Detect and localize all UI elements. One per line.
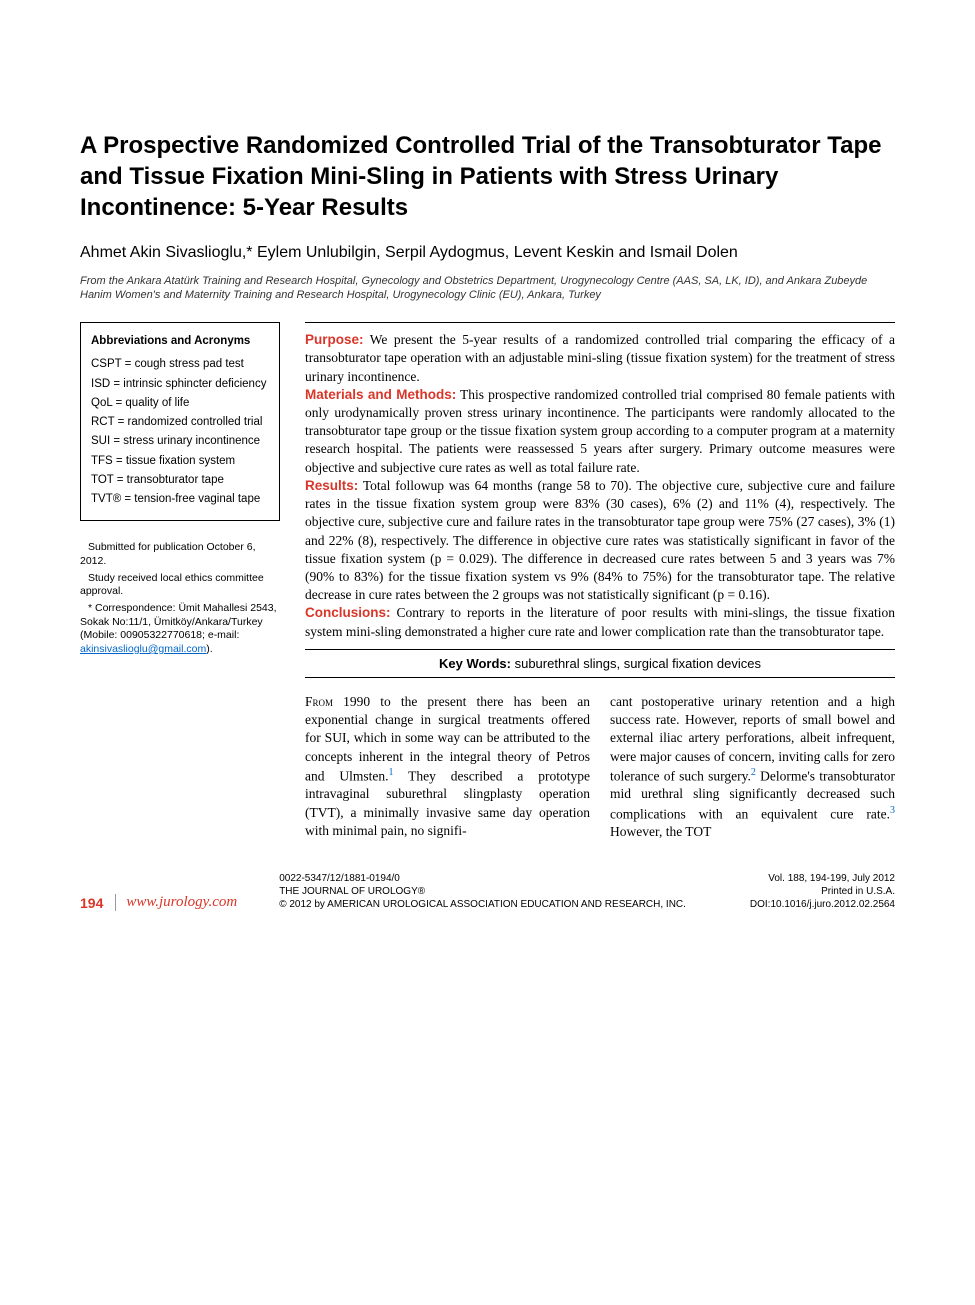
content-column: Purpose: We present the 5-year results o… bbox=[305, 322, 895, 841]
abbrev-item: QoL = quality of life bbox=[91, 395, 269, 412]
conclusions-text: Contrary to reports in the literature of… bbox=[305, 605, 895, 638]
col2-end: However, the TOT bbox=[610, 824, 711, 839]
footnote-submitted: Submitted for publication October 6, 201… bbox=[80, 541, 280, 568]
footnote-ethics: Study received local ethics committee ap… bbox=[80, 572, 280, 599]
corr-close: ). bbox=[206, 643, 212, 655]
page-footer: 194 www.jurology.com 0022-5347/12/1881-0… bbox=[80, 872, 895, 911]
footnotes: Submitted for publication October 6, 201… bbox=[80, 536, 280, 656]
footer-center: 0022-5347/12/1881-0194/0 THE JOURNAL OF … bbox=[249, 872, 738, 911]
purpose-text: We present the 5-year results of a rando… bbox=[305, 332, 895, 383]
abbrev-item: TVT® = tension-free vaginal tape bbox=[91, 491, 269, 508]
body-col-2: cant postoperative urinary retention and… bbox=[610, 693, 895, 842]
authors: Ahmet Akin Sivaslioglu,* Eylem Unlubilgi… bbox=[80, 244, 895, 262]
abbrev-item: RCT = randomized controlled trial bbox=[91, 414, 269, 431]
journal-name: THE JOURNAL OF UROLOGY® bbox=[279, 885, 738, 898]
keywords-label: Key Words: bbox=[439, 656, 511, 671]
body-col-1: From 1990 to the present there has been … bbox=[305, 693, 590, 842]
page-number: 194 bbox=[80, 895, 103, 911]
abbrev-item: ISD = intrinsic sphincter deficiency bbox=[91, 376, 269, 393]
body-columns: From 1990 to the present there has been … bbox=[305, 693, 895, 842]
main-layout: Abbreviations and Acronyms CSPT = cough … bbox=[80, 322, 895, 841]
corr-text: * Correspondence: Ümit Mahallesi 2543, S… bbox=[80, 602, 277, 641]
abbrev-heading: Abbreviations and Acronyms bbox=[91, 333, 269, 350]
results-text: Total followup was 64 months (range 58 t… bbox=[305, 478, 895, 602]
article-title: A Prospective Randomized Controlled Tria… bbox=[80, 130, 895, 224]
volume-info: Vol. 188, 194-199, July 2012 bbox=[750, 872, 895, 885]
doi: DOI:10.1016/j.juro.2012.02.2564 bbox=[750, 898, 895, 911]
conclusions-label: Conclusions: bbox=[305, 605, 391, 620]
keywords-text: suburethral slings, surgical fixation de… bbox=[511, 656, 761, 671]
results-label: Results: bbox=[305, 478, 358, 493]
affiliation: From the Ankara Atatürk Training and Res… bbox=[80, 274, 895, 303]
copyright: © 2012 by AMERICAN UROLOGICAL ASSOCIATIO… bbox=[279, 898, 738, 911]
abbreviations-box: Abbreviations and Acronyms CSPT = cough … bbox=[80, 322, 280, 521]
footer-right: Vol. 188, 194-199, July 2012 Printed in … bbox=[750, 872, 895, 911]
abbrev-item: TFS = tissue fixation system bbox=[91, 453, 269, 470]
methods-label: Materials and Methods: bbox=[305, 387, 456, 402]
keywords-bar: Key Words: suburethral slings, surgical … bbox=[305, 650, 895, 678]
ref-3-link[interactable]: 3 bbox=[890, 805, 895, 816]
abbrev-item: CSPT = cough stress pad test bbox=[91, 356, 269, 373]
printed-in: Printed in U.S.A. bbox=[750, 885, 895, 898]
journal-url[interactable]: www.jurology.com bbox=[115, 894, 237, 911]
email-link[interactable]: akinsivaslioglu@gmail.com bbox=[80, 643, 206, 655]
lead-word: From bbox=[305, 694, 333, 709]
abstract: Purpose: We present the 5-year results o… bbox=[305, 322, 895, 650]
issn: 0022-5347/12/1881-0194/0 bbox=[279, 872, 738, 885]
abbrev-item: SUI = stress urinary incontinence bbox=[91, 433, 269, 450]
abbrev-item: TOT = transobturator tape bbox=[91, 472, 269, 489]
sidebar: Abbreviations and Acronyms CSPT = cough … bbox=[80, 322, 280, 841]
footnote-correspondence: * Correspondence: Ümit Mahallesi 2543, S… bbox=[80, 602, 280, 657]
purpose-label: Purpose: bbox=[305, 332, 364, 347]
